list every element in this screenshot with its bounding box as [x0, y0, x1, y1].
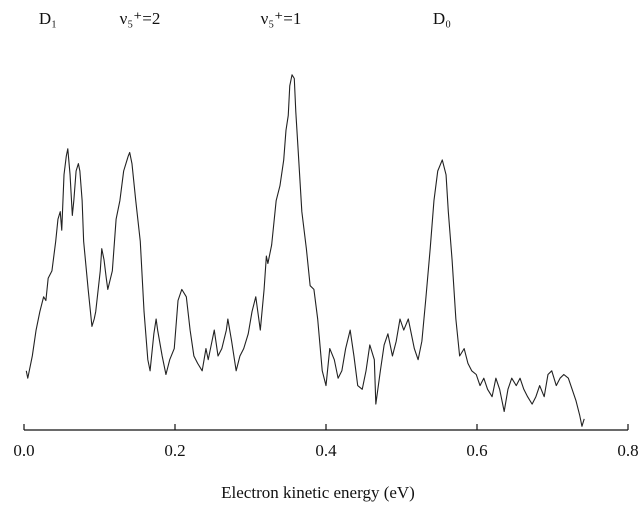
x-tick-label: 0.4 — [315, 441, 337, 460]
x-tick-label: 0.6 — [466, 441, 487, 460]
annotation: ν₅⁺=2 — [120, 9, 161, 28]
spectrum-line — [25, 74, 585, 427]
annotation: D₀ — [433, 9, 451, 28]
annotation: D₁ — [39, 9, 57, 28]
x-axis-label: Electron kinetic energy (eV) — [221, 483, 415, 502]
annotation: ν₅⁺=1 — [261, 9, 302, 28]
x-tick-label: 0.0 — [13, 441, 34, 460]
x-tick-label: 0.8 — [617, 441, 638, 460]
x-tick-label: 0.2 — [164, 441, 185, 460]
